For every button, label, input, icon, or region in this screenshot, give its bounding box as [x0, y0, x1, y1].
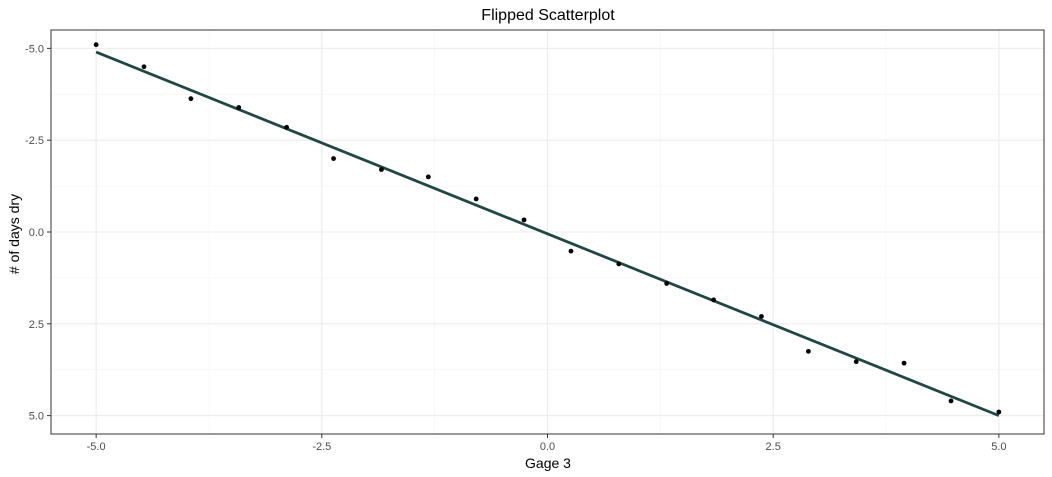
x-axis-ticks: -5.0 -2.5 0.0 2.5 5.0 [87, 434, 1007, 453]
fit-line [95, 50, 1000, 417]
data-point [901, 360, 907, 366]
data-point [853, 359, 859, 365]
data-point [141, 64, 147, 70]
data-point [996, 409, 1002, 415]
data-point [93, 42, 99, 48]
data-point [236, 105, 242, 110]
grid-major [51, 30, 1044, 434]
data-point [711, 297, 717, 303]
x-tick-label: 2.5 [766, 441, 781, 453]
y-tick-label: -2.5 [25, 135, 44, 147]
x-axis-title: Gage 3 [525, 455, 571, 471]
chart-title: Flipped Scatterplot [481, 7, 615, 24]
data-point [568, 248, 574, 254]
data-point [616, 261, 622, 267]
data-point [473, 196, 479, 202]
data-point [805, 348, 811, 354]
data-point [521, 217, 527, 223]
x-tick-label: 0.0 [540, 441, 555, 453]
data-point [331, 156, 336, 161]
data-point [425, 174, 431, 180]
points-layer [93, 42, 1002, 415]
y-tick-label: 0.0 [29, 227, 44, 239]
x-tick-label: -2.5 [312, 441, 331, 453]
y-tick-label: -5.0 [25, 43, 44, 55]
data-point [378, 167, 384, 172]
x-tick-label: 5.0 [991, 441, 1006, 453]
data-point [284, 124, 290, 130]
data-point [664, 281, 670, 286]
y-tick-label: 5.0 [29, 411, 44, 423]
data-point [188, 96, 194, 102]
y-axis-title: # of days dry [6, 194, 22, 274]
x-tick-label: -5.0 [87, 441, 106, 453]
data-point [948, 398, 954, 404]
y-tick-label: 2.5 [29, 319, 44, 331]
y-axis-ticks: -5.0 -2.5 0.0 2.5 5.0 [25, 43, 51, 423]
data-point [759, 314, 764, 319]
fit-line-layer [95, 50, 1000, 417]
